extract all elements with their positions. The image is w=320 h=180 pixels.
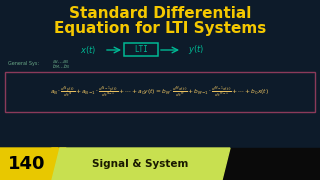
Bar xyxy=(124,43,158,56)
Text: LTI: LTI xyxy=(134,46,148,55)
Text: $x(t)$: $x(t)$ xyxy=(80,44,96,56)
Text: Signal & System: Signal & System xyxy=(92,159,188,169)
Bar xyxy=(5,72,315,112)
Text: $b_M \ldots b_0$: $b_M \ldots b_0$ xyxy=(52,62,70,71)
Text: 140: 140 xyxy=(8,155,46,173)
Polygon shape xyxy=(52,148,230,180)
Text: Standard Differential: Standard Differential xyxy=(69,6,251,21)
Bar xyxy=(0,148,320,180)
Text: $a_N \cdot \frac{d^N y(t)}{dt^N} + a_{N\!-\!1} \cdot \frac{d^{N-1} y(t)}{dt^{N-1: $a_N \cdot \frac{d^N y(t)}{dt^N} + a_{N\… xyxy=(51,84,269,100)
Polygon shape xyxy=(44,148,66,180)
Text: $a_N \ldots a_0$: $a_N \ldots a_0$ xyxy=(52,58,69,66)
Text: $y(t)$: $y(t)$ xyxy=(188,44,204,57)
Text: Equation for LTI Systems: Equation for LTI Systems xyxy=(54,21,266,35)
Text: General Sys:: General Sys: xyxy=(8,62,39,66)
Polygon shape xyxy=(0,148,58,180)
